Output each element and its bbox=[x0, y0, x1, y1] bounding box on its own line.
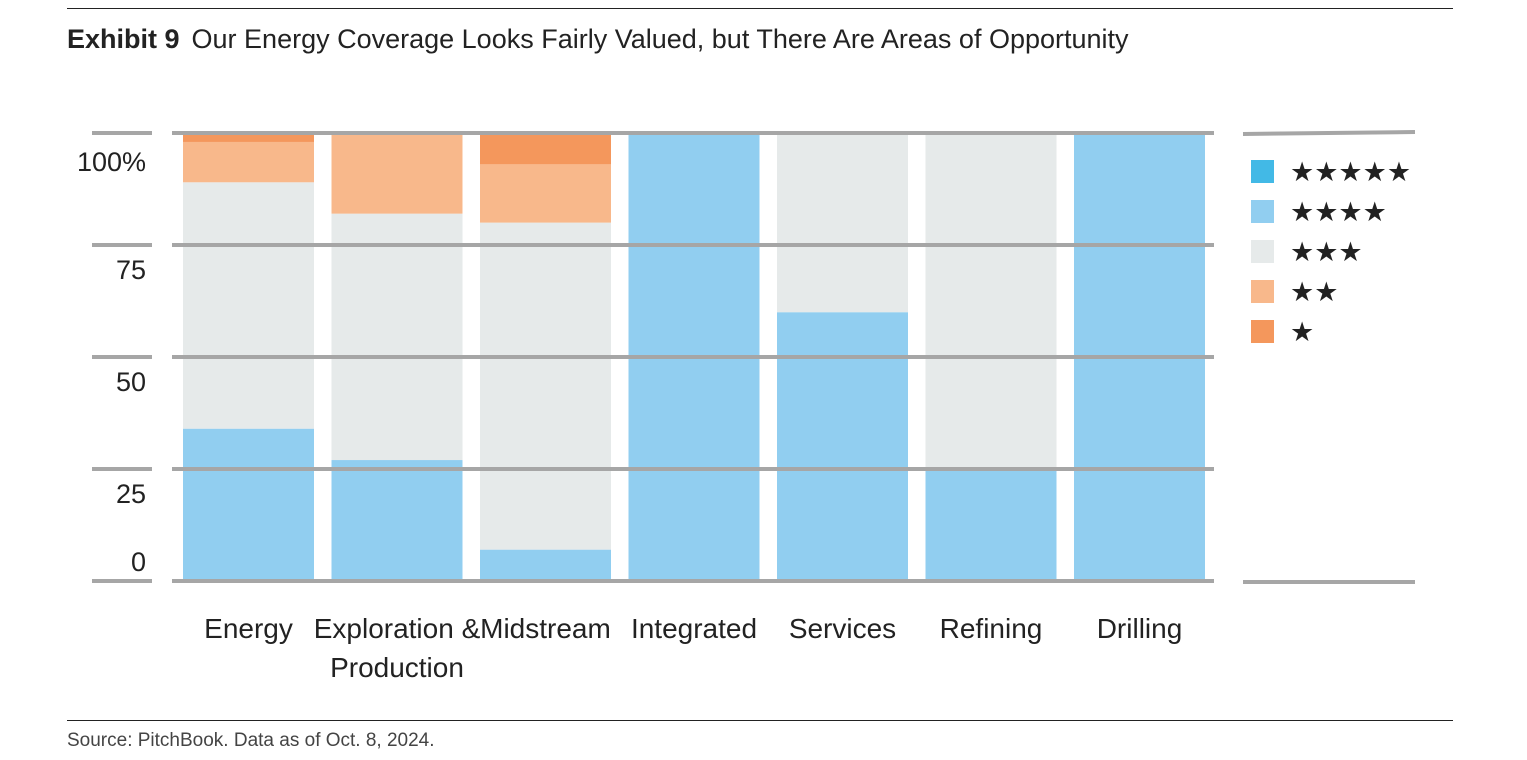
chart-title: Exhibit 9 Our Energy Coverage Looks Fairl… bbox=[67, 24, 1129, 55]
x-category-label-line: Exploration & bbox=[314, 613, 481, 644]
legend-label: ★ bbox=[1290, 317, 1314, 348]
y-tick-label: 50 bbox=[116, 367, 146, 397]
y-tick-label: 75 bbox=[116, 255, 146, 285]
source-note: Source: PitchBook. Data as of Oct. 8, 20… bbox=[67, 730, 435, 751]
bar-segment bbox=[183, 133, 314, 142]
x-category-label: Energy bbox=[204, 613, 293, 644]
legend: ★★★★★★★★★★★★★★★ bbox=[1242, 130, 1416, 584]
gridlines-layer bbox=[92, 131, 1214, 583]
title-text: Our Energy Coverage Looks Fairly Valued,… bbox=[191, 24, 1129, 54]
y-axis: 0 25 50 75 100% bbox=[77, 147, 146, 577]
bar-segment bbox=[183, 182, 314, 429]
bar-segment bbox=[331, 133, 463, 214]
x-category-label-line: Refining bbox=[940, 613, 1043, 644]
bar-segment bbox=[480, 549, 611, 581]
legend-swatch bbox=[1251, 320, 1274, 343]
bottom-rule bbox=[67, 720, 1453, 721]
bar-segment bbox=[480, 164, 611, 223]
bar-segment bbox=[183, 141, 314, 183]
legend-swatch bbox=[1251, 280, 1274, 303]
x-category-label: Refining bbox=[940, 613, 1043, 644]
bar-segment bbox=[777, 133, 908, 313]
bar-segment bbox=[925, 469, 1057, 581]
x-category-label: Services bbox=[789, 613, 896, 644]
legend-label: ★★★★★ bbox=[1290, 157, 1411, 188]
bar-segment bbox=[183, 428, 314, 581]
x-axis: Energy Exploration & Production Midstream In… bbox=[204, 613, 1182, 683]
x-category-label: Drilling bbox=[1097, 613, 1183, 644]
x-category-label: Midstream bbox=[480, 613, 611, 644]
y-tick-label: 25 bbox=[116, 479, 146, 509]
legend-swatch bbox=[1251, 240, 1274, 263]
exhibit-label: Exhibit 9 bbox=[67, 24, 180, 54]
x-category-label-line: Drilling bbox=[1097, 613, 1183, 644]
legend-label: ★★★ bbox=[1290, 237, 1363, 268]
x-category-label-line: Integrated bbox=[631, 613, 757, 644]
bar-segment bbox=[331, 213, 463, 461]
legend-label: ★★ bbox=[1290, 277, 1338, 308]
y-tick-label: 0 bbox=[131, 547, 146, 577]
x-category-label-line: Midstream bbox=[480, 613, 611, 644]
bar-segment bbox=[480, 222, 611, 550]
bar-segment bbox=[777, 312, 908, 581]
x-category-label: Integrated bbox=[631, 613, 757, 644]
bar-segment bbox=[331, 460, 463, 581]
bar-segment bbox=[925, 133, 1057, 469]
x-category-label: Exploration & Production bbox=[314, 613, 481, 683]
legend-swatch bbox=[1251, 160, 1274, 183]
x-category-label-line: Production bbox=[330, 652, 464, 683]
top-rule bbox=[67, 8, 1453, 9]
x-category-label-line: Services bbox=[789, 613, 896, 644]
legend-swatch bbox=[1251, 200, 1274, 223]
bar-segment bbox=[480, 133, 611, 165]
y-tick-label: 100% bbox=[77, 147, 146, 177]
legend-label: ★★★★ bbox=[1290, 197, 1387, 228]
legend-top-line bbox=[1242, 130, 1416, 136]
x-category-label-line: Energy bbox=[204, 613, 293, 644]
